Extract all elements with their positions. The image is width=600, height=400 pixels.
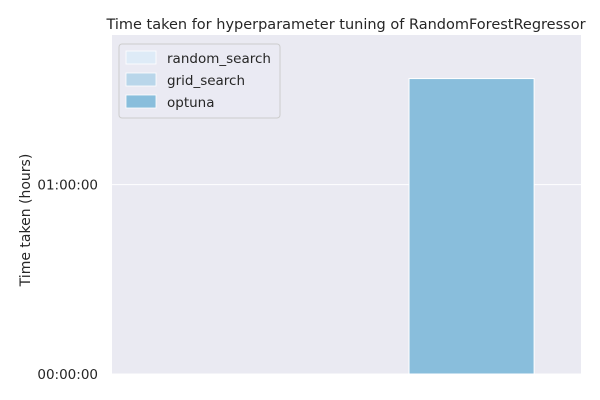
legend-box — [118, 43, 281, 119]
chart-title: Time taken for hyperparameter tuning of … — [105, 17, 585, 33]
y-tick-label: 01:00:00 — [37, 178, 98, 194]
legend-swatch-grid-search — [125, 72, 157, 87]
legend-label-random-search: random_search — [167, 51, 271, 67]
y-axis-ticks: 00:00:00 01:00:00 — [37, 178, 98, 383]
legend-label-optuna: optuna — [167, 95, 215, 111]
bars — [408, 78, 535, 375]
y-axis-label: Time taken (hours) — [18, 154, 34, 288]
bar-optuna — [408, 78, 535, 375]
legend-swatch-random-search — [125, 50, 157, 65]
y-tick-label: 00:00:00 — [37, 367, 98, 383]
legend-label-grid-search: grid_search — [167, 73, 245, 89]
legend-swatch-optuna — [125, 94, 157, 109]
